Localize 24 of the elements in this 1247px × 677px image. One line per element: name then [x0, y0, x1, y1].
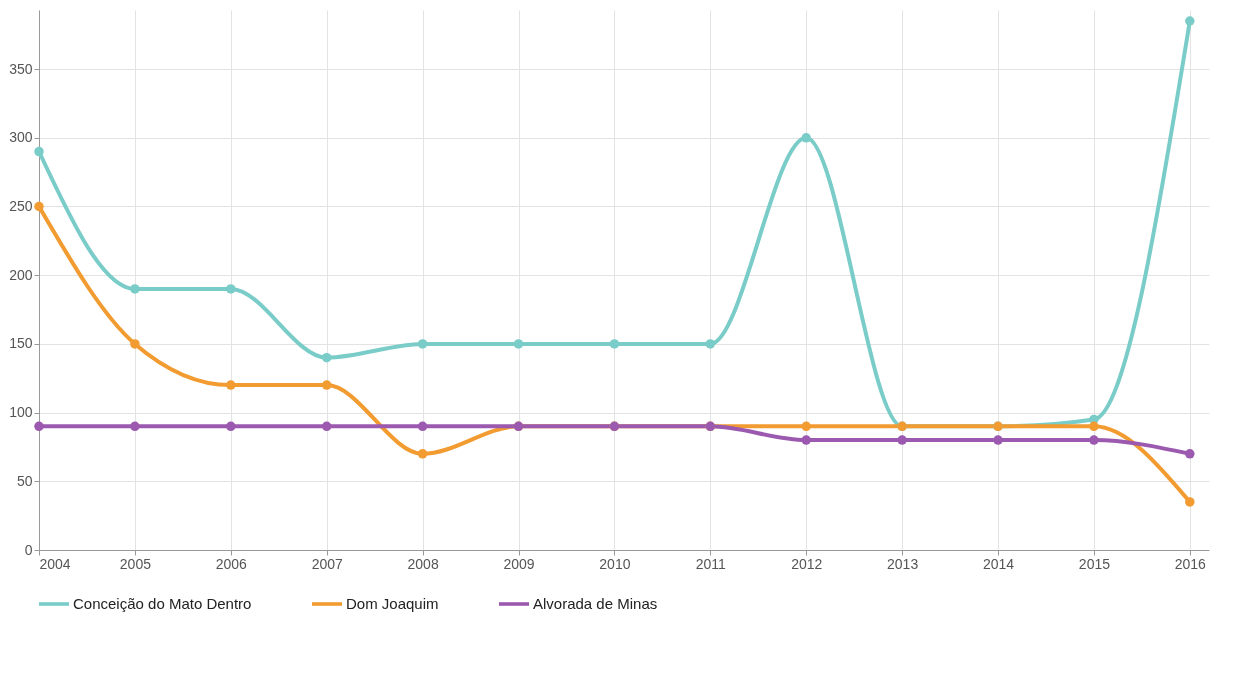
x-tick-label: 2013: [887, 555, 919, 572]
legend-label: Dom Joaquim: [346, 595, 439, 612]
y-tick-label: 50: [16, 472, 33, 489]
legend-label: Conceição do Mato Dentro: [73, 595, 252, 612]
legend-label: Alvorada de Minas: [533, 595, 658, 612]
y-tick-label: 200: [9, 266, 33, 283]
x-tick-label: 2008: [407, 555, 439, 572]
y-tick-label: 100: [9, 404, 33, 421]
y-tick-label: 250: [9, 197, 33, 214]
x-tick-label: 2007: [311, 555, 343, 572]
x-tick-label: 2004: [39, 555, 71, 572]
x-tick-label: 2015: [1078, 555, 1111, 572]
x-tick-label: 2009: [503, 555, 535, 572]
x-tick-label: 2005: [119, 555, 152, 572]
x-tick-label: 2006: [215, 555, 248, 572]
y-tick-label: 300: [9, 129, 33, 146]
x-tick-label: 2014: [982, 555, 1015, 572]
x-tick-label: 2011: [695, 555, 727, 572]
x-tick-label: 2010: [599, 555, 631, 572]
y-tick-label: 150: [9, 335, 33, 352]
y-tick-label: 0: [24, 541, 33, 558]
x-tick-label: 2016: [1174, 555, 1207, 572]
x-tick-label: 2012: [791, 555, 823, 572]
y-tick-label: 350: [9, 60, 33, 77]
